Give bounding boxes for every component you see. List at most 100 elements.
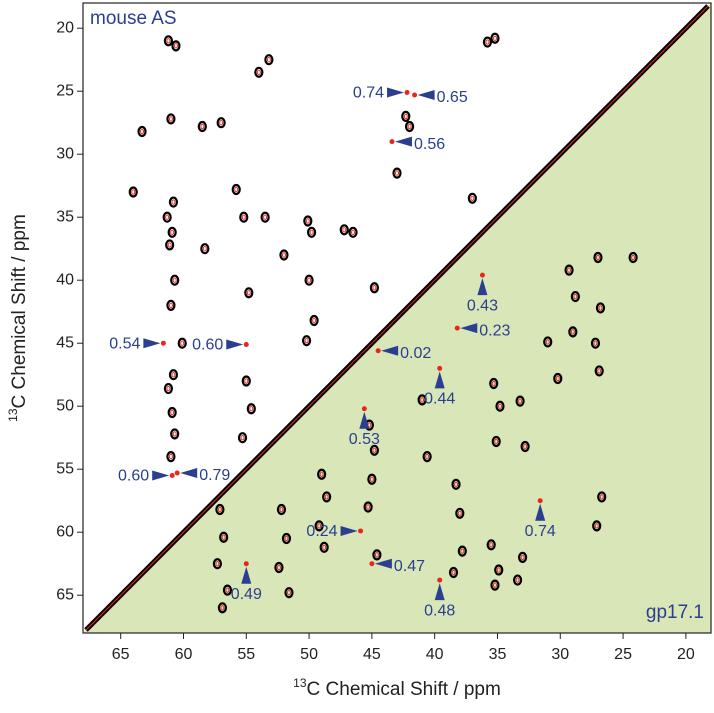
peak bbox=[168, 196, 179, 208]
peak-core bbox=[171, 372, 176, 378]
annotated-peak bbox=[375, 348, 381, 354]
annotated-peak bbox=[169, 473, 175, 478]
annotated-peak bbox=[389, 139, 395, 145]
peak bbox=[162, 211, 172, 223]
annotated-peak bbox=[479, 272, 485, 278]
peak bbox=[167, 226, 177, 238]
peak bbox=[222, 584, 233, 596]
peak bbox=[490, 32, 500, 44]
peak-core bbox=[244, 378, 249, 384]
annotated-peak bbox=[454, 325, 460, 331]
y-label-text: C Chemical Shift / ppm bbox=[9, 214, 30, 408]
peak bbox=[306, 226, 317, 238]
peak bbox=[200, 243, 210, 255]
corner-label: gp17.1 bbox=[646, 602, 704, 623]
peak bbox=[215, 503, 225, 516]
peak-core bbox=[496, 567, 501, 573]
peak-core bbox=[167, 242, 172, 248]
peak-core bbox=[595, 254, 600, 261]
peak-core bbox=[631, 254, 636, 261]
peak-core bbox=[304, 337, 309, 344]
peak-core bbox=[366, 504, 371, 510]
annotation-label: 0.60 bbox=[192, 337, 223, 354]
y-axis-title: 13C Chemical Shift / ppm bbox=[6, 214, 30, 422]
peak-core bbox=[240, 435, 245, 441]
peak-core bbox=[279, 506, 284, 513]
annotation-arrow bbox=[381, 345, 399, 356]
annotated-peak bbox=[361, 406, 367, 412]
corner-label: mouse AS bbox=[90, 8, 177, 29]
annotation-label: 0.49 bbox=[231, 586, 262, 603]
annotation-label: 0.60 bbox=[118, 468, 149, 485]
annotation-arrow bbox=[226, 339, 244, 350]
peak-core bbox=[594, 523, 599, 529]
peak-core bbox=[457, 510, 462, 516]
peak bbox=[369, 282, 379, 294]
peak bbox=[367, 473, 377, 485]
annotation-label: 0.79 bbox=[199, 467, 230, 484]
peak bbox=[590, 337, 601, 349]
peak bbox=[264, 54, 274, 66]
annotation-arrow bbox=[374, 558, 392, 569]
y-tick-label: 45 bbox=[56, 334, 74, 351]
annotated-peak bbox=[437, 577, 443, 583]
peak-core bbox=[140, 128, 145, 135]
peak-core bbox=[515, 577, 520, 583]
annotation-label: 0.65 bbox=[437, 89, 468, 106]
peak-core bbox=[168, 302, 173, 309]
peak-core bbox=[567, 267, 572, 273]
peak bbox=[628, 251, 638, 264]
peak-core bbox=[286, 589, 291, 596]
peak bbox=[401, 110, 411, 123]
peak bbox=[486, 539, 496, 551]
peak bbox=[301, 335, 312, 347]
peak-core bbox=[172, 277, 177, 283]
peak-core bbox=[403, 113, 408, 120]
peak bbox=[241, 375, 251, 387]
peak bbox=[303, 215, 313, 227]
x-tick-label: 60 bbox=[175, 646, 193, 663]
peak-core bbox=[173, 43, 178, 49]
peak bbox=[369, 444, 379, 456]
annotation-arrow bbox=[434, 583, 445, 601]
annotation-label: 0.48 bbox=[424, 602, 455, 619]
peak bbox=[246, 403, 256, 415]
peak bbox=[231, 183, 241, 196]
annotation-label: 0.47 bbox=[394, 558, 425, 575]
peak-core bbox=[319, 471, 324, 477]
peak bbox=[339, 224, 349, 236]
peak-core bbox=[131, 189, 136, 195]
peak-core bbox=[266, 57, 271, 63]
y-tick-label: 30 bbox=[56, 145, 74, 162]
x-label-text: C Chemical Shift / ppm bbox=[307, 679, 501, 700]
peak-core bbox=[217, 506, 222, 513]
annotated-peak bbox=[369, 561, 375, 567]
peak bbox=[166, 113, 176, 125]
annotation-label: 0.23 bbox=[479, 322, 510, 339]
x-tick-label: 55 bbox=[237, 646, 255, 663]
peak bbox=[197, 120, 207, 133]
diagonal-edge bbox=[85, 5, 709, 631]
peak-core bbox=[241, 214, 246, 220]
peak-core bbox=[369, 476, 374, 482]
peak-core bbox=[263, 214, 268, 220]
peak bbox=[564, 264, 574, 276]
peak-core bbox=[305, 218, 310, 224]
annotated-peak bbox=[404, 89, 410, 95]
peak bbox=[279, 249, 289, 261]
peak bbox=[520, 440, 530, 453]
annotation-arrow bbox=[535, 503, 546, 521]
peak bbox=[166, 451, 176, 463]
annotation-arrow bbox=[434, 371, 445, 389]
peak-core bbox=[165, 214, 170, 220]
peak-core bbox=[220, 605, 225, 611]
peak bbox=[309, 314, 319, 327]
peak bbox=[163, 382, 174, 395]
plot-frame bbox=[82, 2, 712, 634]
annotated-peak bbox=[358, 528, 364, 534]
annotation-label: 0.24 bbox=[306, 523, 337, 540]
annotation-arrow bbox=[180, 467, 198, 478]
peak bbox=[597, 491, 607, 503]
annotation-arrow bbox=[417, 89, 435, 100]
